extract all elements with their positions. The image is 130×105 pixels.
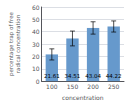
svg-text:250: 250 xyxy=(108,83,120,90)
svg-text:radical concentration: radical concentration xyxy=(15,14,21,73)
svg-text:10: 10 xyxy=(32,65,40,72)
svg-text:concentration: concentration xyxy=(62,94,104,101)
svg-text:21.61: 21.61 xyxy=(44,73,60,79)
svg-text:34.51: 34.51 xyxy=(65,73,81,79)
svg-text:60: 60 xyxy=(32,4,40,11)
svg-text:0: 0 xyxy=(36,78,40,85)
svg-text:percentage trap of free: percentage trap of free xyxy=(8,12,15,76)
svg-text:40: 40 xyxy=(32,28,40,35)
svg-text:50: 50 xyxy=(32,16,40,23)
svg-text:20: 20 xyxy=(32,53,40,60)
svg-text:43.04: 43.04 xyxy=(85,73,101,79)
svg-text:150: 150 xyxy=(67,83,79,90)
svg-text:200: 200 xyxy=(87,83,99,90)
svg-text:44.22: 44.22 xyxy=(106,73,122,79)
svg-text:30: 30 xyxy=(32,41,40,48)
svg-text:100: 100 xyxy=(46,83,58,90)
